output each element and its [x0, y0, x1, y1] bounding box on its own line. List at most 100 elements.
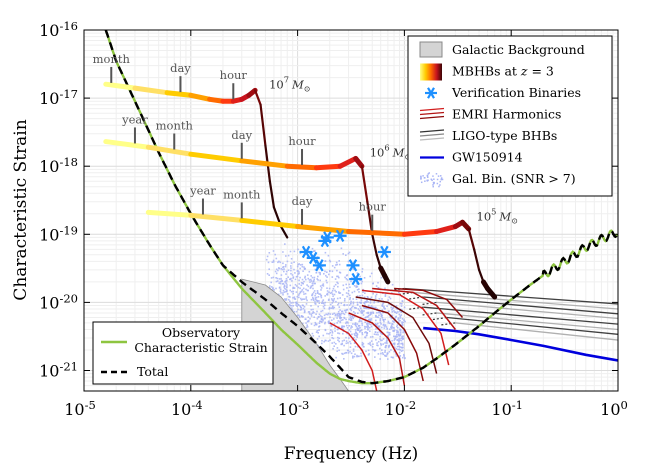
mbhb-track-segment — [103, 139, 151, 150]
galactic-binary-point — [379, 321, 382, 324]
galactic-binary-point — [396, 343, 399, 345]
galactic-binary-point — [279, 280, 282, 283]
galactic-binary-point — [383, 327, 386, 329]
galactic-binary-point — [312, 308, 314, 311]
legend-swatch-dot — [436, 182, 439, 185]
galactic-binary-point — [352, 301, 355, 303]
galactic-binary-point — [397, 331, 399, 334]
galactic-binary-point — [372, 282, 374, 285]
galactic-binary-point — [316, 338, 319, 340]
galactic-binary-point — [396, 333, 398, 336]
galactic-binary-point — [390, 356, 393, 358]
galactic-binary-point — [377, 344, 379, 347]
galactic-binary-point — [336, 315, 339, 317]
mbhb-track-segment — [188, 212, 245, 223]
galactic-binary-point — [347, 342, 349, 344]
galactic-binary-point — [339, 309, 341, 311]
galactic-binary-point — [342, 288, 345, 291]
emri-harmonic-line — [361, 304, 424, 382]
galactic-binary-point — [318, 300, 320, 302]
galactic-binary-point — [360, 329, 363, 331]
galactic-binary-point — [349, 298, 351, 301]
galactic-binary-point — [386, 331, 389, 334]
galactic-binary-point — [380, 331, 382, 334]
galactic-binary-point — [331, 299, 334, 301]
galactic-binary-point — [346, 324, 348, 327]
galactic-binary-point — [384, 318, 386, 321]
galactic-binary-point — [369, 306, 372, 308]
galactic-binary-point — [349, 342, 352, 345]
galactic-binary-point — [316, 300, 319, 302]
galactic-binary-point — [301, 265, 304, 268]
galactic-binary-point — [357, 325, 360, 327]
galactic-binary-point — [399, 346, 401, 348]
galactic-binary-point — [367, 311, 369, 314]
galactic-binary-point — [393, 310, 395, 312]
galactic-binary-point — [365, 350, 367, 353]
galactic-binary-point — [345, 318, 347, 321]
x-tick-label: 10-3 — [278, 398, 310, 419]
galactic-binary-point — [378, 298, 381, 300]
gw150914-track — [423, 326, 618, 362]
galactic-binary-point — [280, 292, 282, 294]
galactic-binary-point — [294, 298, 297, 300]
galactic-binary-point — [307, 285, 310, 288]
galactic-binary-point — [318, 271, 320, 274]
galactic-binary-point — [391, 311, 394, 313]
mbhb-track-segment — [360, 165, 369, 203]
galactic-binary-point — [329, 292, 332, 294]
galactic-binary-point — [280, 268, 282, 270]
galactic-binary-point — [313, 290, 316, 292]
galactic-binary-point — [290, 308, 293, 311]
galactic-binary-point — [375, 328, 377, 330]
galactic-binary-point — [399, 319, 401, 322]
galactic-binary-point — [352, 311, 355, 313]
galactic-binary-point — [324, 270, 326, 273]
galactic-binary-point — [322, 305, 325, 308]
galactic-binaries-scatter — [265, 243, 406, 360]
galactic-binary-point — [295, 291, 298, 293]
galactic-binary-point — [337, 327, 339, 330]
galactic-binary-point — [370, 318, 373, 320]
galactic-binary-point — [366, 326, 369, 328]
galactic-binary-point — [345, 292, 348, 294]
galactic-binary-point — [337, 282, 339, 285]
galactic-binary-point — [403, 331, 406, 333]
galactic-binary-point — [357, 329, 359, 331]
emri-harmonic-line — [394, 287, 464, 318]
galactic-binary-point — [300, 290, 303, 293]
galactic-binary-point — [393, 329, 396, 331]
galactic-binary-point — [360, 310, 362, 313]
galactic-binary-point — [381, 298, 383, 300]
galactic-binary-point — [354, 329, 357, 331]
galactic-binary-point — [318, 326, 320, 328]
galactic-binary-point — [310, 275, 312, 277]
galactic-binary-point — [401, 342, 404, 345]
legend-swatch-dot — [437, 175, 440, 177]
galactic-binary-point — [289, 284, 292, 287]
galactic-binary-point — [341, 352, 343, 355]
mbhb-mass-label: 107 M⊙ — [269, 74, 310, 93]
galactic-binary-point — [321, 342, 323, 345]
galactic-binary-point — [321, 302, 323, 304]
galactic-binary-point — [317, 305, 319, 308]
galactic-binary-point — [285, 288, 287, 290]
galactic-binary-point — [369, 319, 371, 322]
ligo-bhb-track — [446, 316, 618, 335]
galactic-binary-point — [327, 313, 329, 316]
galactic-binary-point — [345, 321, 348, 323]
galactic-binary-point — [398, 348, 401, 351]
galactic-binary-point — [310, 278, 312, 281]
galactic-binary-point — [364, 316, 367, 319]
galactic-binary-point — [349, 314, 351, 317]
galactic-binary-point — [377, 325, 380, 328]
galactic-binary-point — [325, 274, 327, 277]
galactic-binary-point — [343, 300, 346, 302]
galactic-binary-point — [300, 297, 302, 300]
galactic-binary-point — [336, 350, 338, 352]
galactic-binary-point — [359, 275, 361, 278]
galactic-binary-point — [320, 289, 322, 291]
galactic-binary-point — [290, 258, 293, 260]
mbhb-track-segment — [401, 228, 440, 237]
galactic-binary-point — [343, 313, 346, 316]
